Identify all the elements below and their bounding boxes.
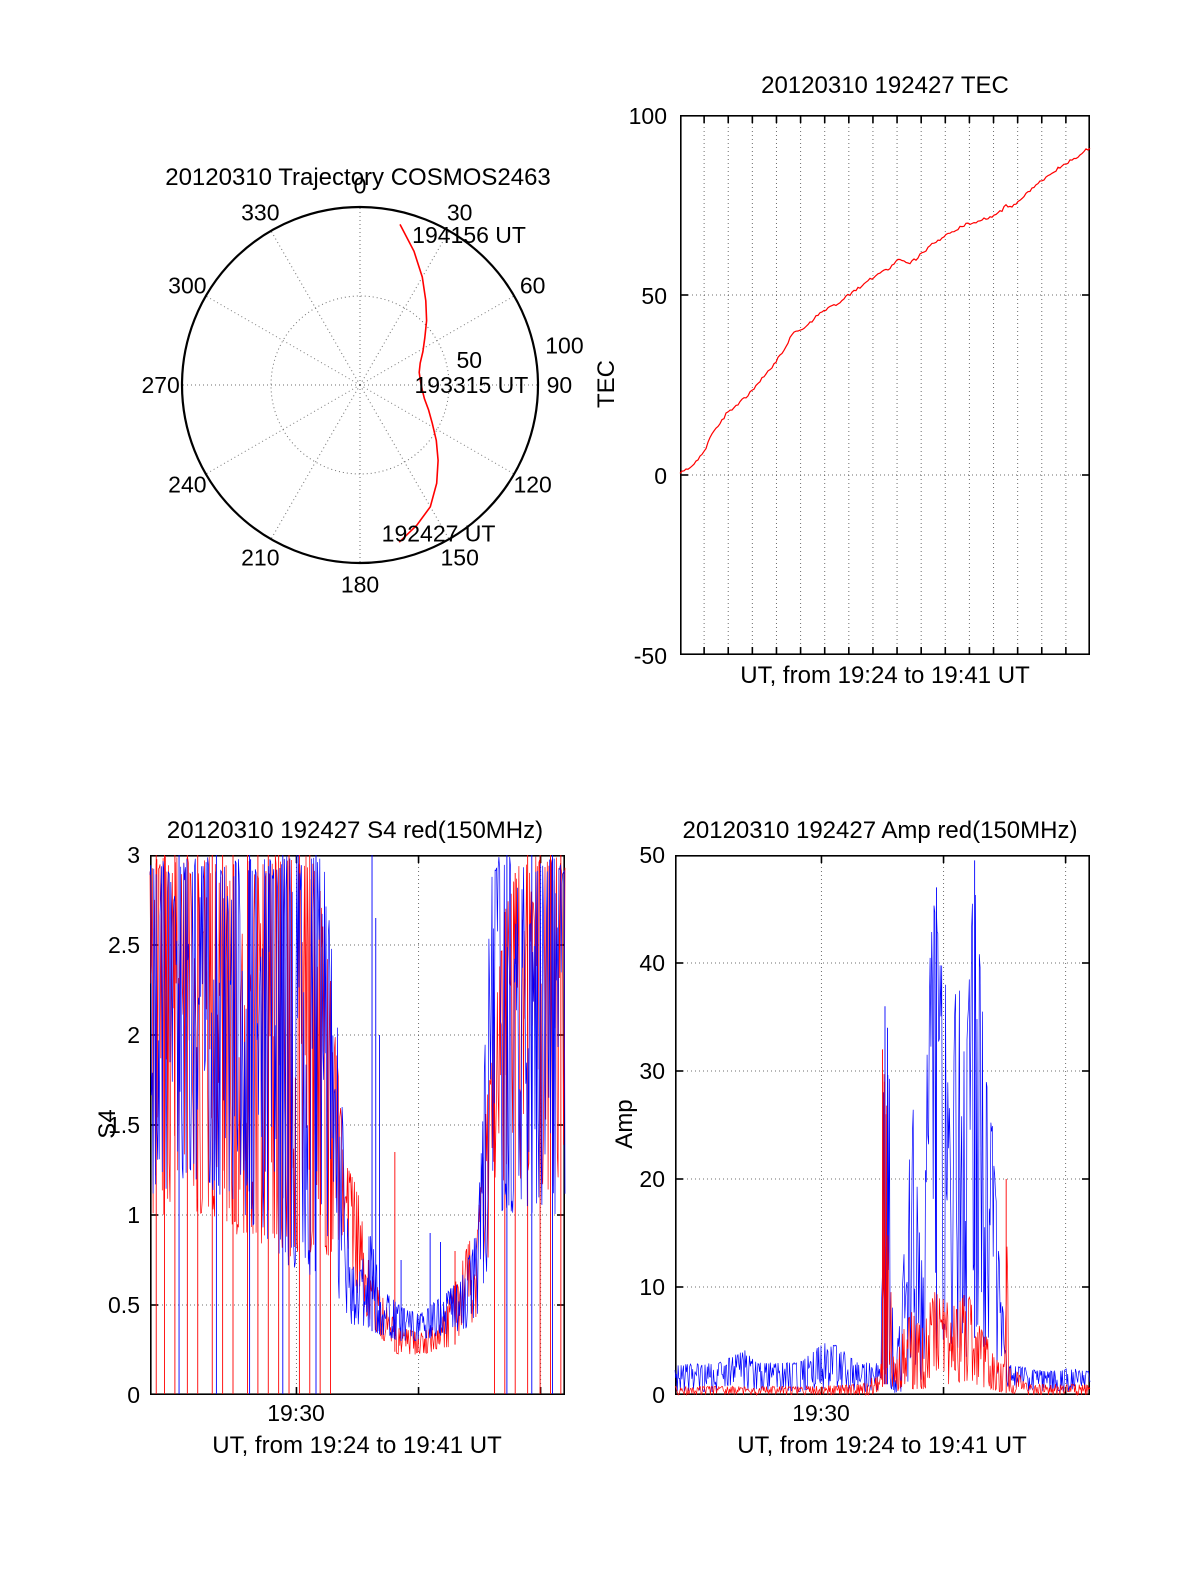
s4-ytick-label: 2: [127, 1022, 140, 1048]
svg-text:90: 90: [547, 372, 573, 398]
svg-text:100: 100: [545, 332, 583, 358]
amp-plot: [674, 855, 1091, 1396]
amp-xtick-label: 19:30: [792, 1400, 850, 1426]
svg-text:194156 UT: 194156 UT: [412, 222, 526, 248]
svg-text:30: 30: [447, 199, 473, 225]
amp-ytick-label: 50: [639, 842, 665, 868]
tec-x-axis-label: UT, from 19:24 to 19:41 UT: [740, 662, 1030, 689]
s4-x-axis-label: UT, from 19:24 to 19:41 UT: [212, 1432, 502, 1459]
svg-text:270: 270: [141, 372, 179, 398]
svg-text:50: 50: [456, 347, 482, 373]
tec-plot: [679, 115, 1091, 656]
svg-text:180: 180: [341, 571, 379, 597]
tec-ytick-label: 50: [641, 283, 667, 309]
svg-text:300: 300: [168, 272, 206, 298]
s4-plot: [149, 855, 566, 1396]
s4-ytick-label: 1.5: [108, 1112, 140, 1138]
svg-text:330: 330: [241, 199, 279, 225]
amp-y-axis-label: Amp: [611, 1099, 638, 1149]
s4-ytick-label: 0.5: [108, 1292, 140, 1318]
svg-text:150: 150: [440, 545, 478, 571]
amp-ytick-label: 0: [652, 1382, 665, 1408]
s4-y-axis-label: S4: [94, 1109, 121, 1139]
tec-plot-title: 20120310 192427 TEC: [761, 72, 1009, 99]
amp-x-axis-label: UT, from 19:24 to 19:41 UT: [737, 1432, 1027, 1459]
tec-ytick-label: 100: [628, 103, 667, 129]
svg-text:60: 60: [520, 272, 546, 298]
amp-ytick-label: 30: [639, 1058, 665, 1084]
trajectory-polar-plot: 0 30 60 90 120 150 180 210 240 270 300 330 50 100 1941…: [141, 173, 583, 598]
amp-ytick-label: 20: [639, 1166, 665, 1192]
tec-y-axis-label: TEC: [593, 360, 620, 408]
s4-ytick-label: 1: [127, 1202, 140, 1228]
svg-text:193315 UT: 193315 UT: [415, 372, 529, 398]
amp-plot-title: 20120310 192427 Amp red(150MHz): [682, 817, 1078, 844]
tec-ytick-label: 0: [654, 463, 667, 489]
s4-ytick-label: 3: [127, 842, 140, 868]
svg-text:210: 210: [241, 545, 279, 571]
s4-ytick-label: 2.5: [108, 932, 140, 958]
tec-ytick-label: -50: [633, 643, 667, 669]
amp-ytick-label: 40: [639, 950, 665, 976]
svg-text:192427 UT: 192427 UT: [382, 520, 496, 546]
s4-ytick-label: 0: [127, 1382, 140, 1408]
svg-text:120: 120: [513, 472, 551, 498]
svg-text:0: 0: [354, 173, 367, 199]
s4-plot-title: 20120310 192427 S4 red(150MHz): [166, 817, 544, 844]
amp-ytick-label: 10: [639, 1274, 665, 1300]
s4-xtick-label: 19:30: [267, 1400, 325, 1426]
svg-text:240: 240: [168, 472, 206, 498]
polar-plot-title: 20120310 Trajectory COSMOS2463: [165, 164, 551, 191]
